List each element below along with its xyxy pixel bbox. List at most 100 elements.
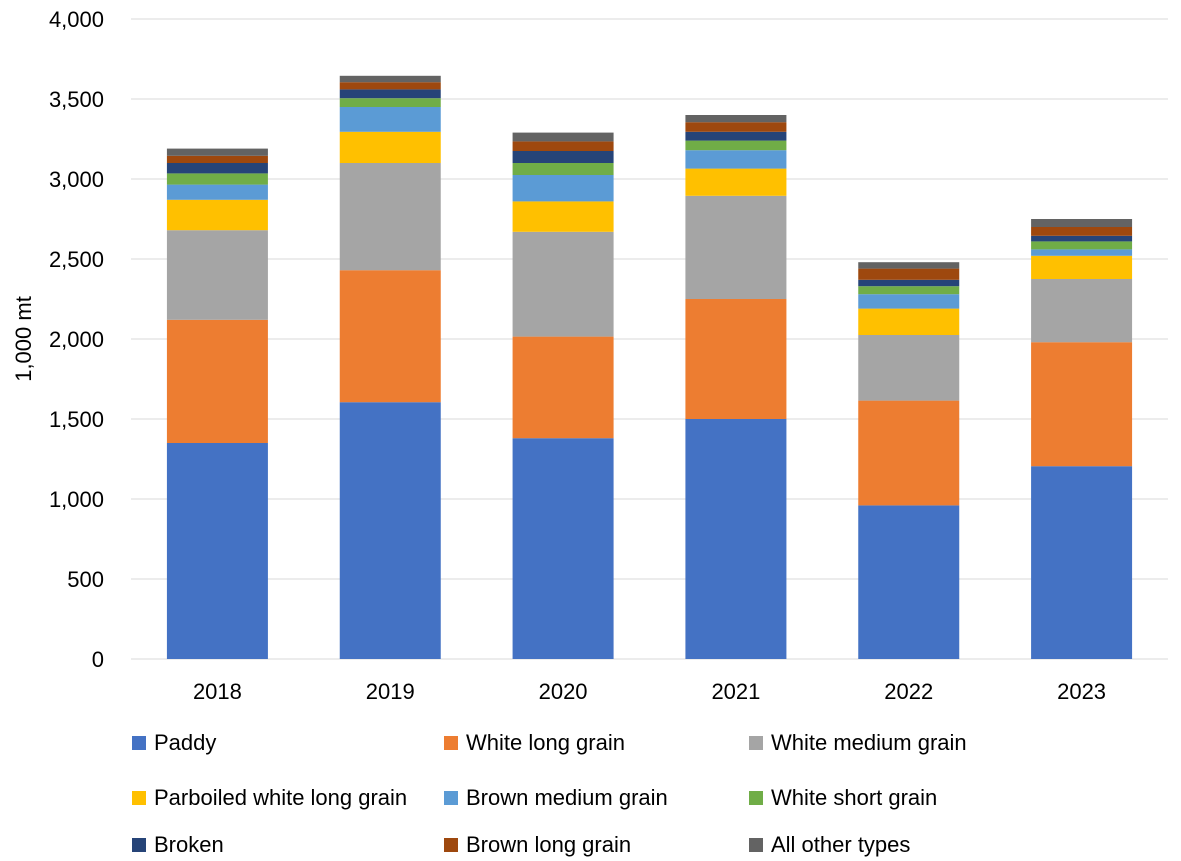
bar-segment [1031,249,1133,256]
y-tick-label: 2,500 [49,247,104,272]
y-tick-label: 4,000 [49,7,104,32]
bar-segment [166,319,268,443]
y-tick-label: 500 [67,567,104,592]
bar-segment [685,122,787,132]
bar-segment [512,141,614,151]
bar-segment [512,163,614,175]
legend-label: Paddy [154,730,217,755]
x-tick-label: 2018 [193,679,242,704]
legend-swatch [749,736,763,750]
legend-swatch [132,736,146,750]
legend-item: Broken [132,832,224,858]
bar-segment [1031,342,1133,467]
bar-segment [685,299,787,419]
bar-segment [685,131,787,141]
bar-segment [685,419,787,659]
bar-segment [166,173,268,185]
y-tick-label: 3,500 [49,87,104,112]
bar-segment [166,155,268,163]
legend-label: Brown long grain [466,832,632,857]
bar-segment [339,402,441,659]
legend-swatch [132,838,146,852]
bar-segment [166,163,268,174]
legend-label: Broken [154,832,224,857]
bar-segment [858,268,960,280]
legend-label: Parboiled white long grain [154,785,408,810]
bar-segment [1031,255,1133,279]
bar-segment [166,199,268,231]
bar-segment [339,98,441,107]
legend-item: White medium grain [749,730,967,756]
bar-segment [858,294,960,309]
legend-label: Brown medium grain [466,785,668,810]
y-tick-label: 2,000 [49,327,104,352]
legend-swatch [444,736,458,750]
x-tick-label: 2023 [1057,679,1106,704]
x-tick-label: 2019 [366,679,415,704]
legend-item: White long grain [444,730,625,756]
bar-segment [339,270,441,403]
legend-item: Brown long grain [444,832,631,858]
bar-segment [512,175,614,202]
bar-segment [1031,227,1133,236]
legend-swatch [444,838,458,852]
legend-item: Brown medium grain [444,785,668,811]
bar-segment [858,335,960,401]
bar-segment [512,151,614,163]
y-tick-label: 1,500 [49,407,104,432]
legend-label: White short grain [771,785,938,810]
bar-segment [512,231,614,337]
bar-segment [1031,219,1133,227]
legend-item: Parboiled white long grain [132,785,407,811]
bar-segment [858,262,960,269]
bar-segment [858,400,960,506]
bar-segment [685,195,787,299]
x-tick-label: 2022 [884,679,933,704]
bar-segment [339,75,441,83]
legend-label: White medium grain [771,730,967,755]
legend-swatch [132,791,146,805]
bar-segment [166,443,268,659]
bar-segment [858,308,960,335]
bar-segment [166,184,268,200]
legend-swatch [749,791,763,805]
bar-segment [858,286,960,295]
legend-swatch [749,838,763,852]
bar-segment [858,505,960,659]
legend-item: White short grain [749,785,937,811]
legend-label: All other types [771,832,911,857]
bar-segment [1031,279,1133,343]
y-tick-label: 1,000 [49,487,104,512]
legend-label: White long grain [466,730,625,755]
y-axis-ticks: 0 500 1,000 1,500 2,000 2,500 3,000 3,500 4,000 [49,7,104,672]
bar-segment [339,107,441,132]
legend-item: All other types [749,832,910,858]
x-axis-ticks: 2018 2019 2020 2021 2022 2023 [193,679,1106,704]
bar-segment [339,163,441,271]
bar-segment [1031,466,1133,659]
bar-segment [512,201,614,232]
bar-stacks [166,75,1133,659]
bar-segment [512,336,614,439]
bar-segment [512,132,614,142]
bar-segment [685,150,787,169]
bar-segment [166,148,268,156]
y-tick-label: 0 [92,647,104,672]
legend-swatch [444,791,458,805]
bar-segment [685,115,787,123]
bar-segment [1031,235,1133,242]
bar-segment [1031,241,1133,250]
y-tick-label: 3,000 [49,167,104,192]
bar-segment [339,82,441,90]
bar-segment [166,230,268,320]
bar-segment [339,89,441,99]
bar-segment [685,168,787,196]
gridlines [131,18,1168,660]
bar-segment [339,131,441,163]
bar-segment [858,279,960,287]
legend-item: Paddy [132,730,216,756]
x-tick-label: 2021 [711,679,760,704]
y-axis-label: 1,000 mt [11,296,36,382]
bar-segment [512,438,614,659]
